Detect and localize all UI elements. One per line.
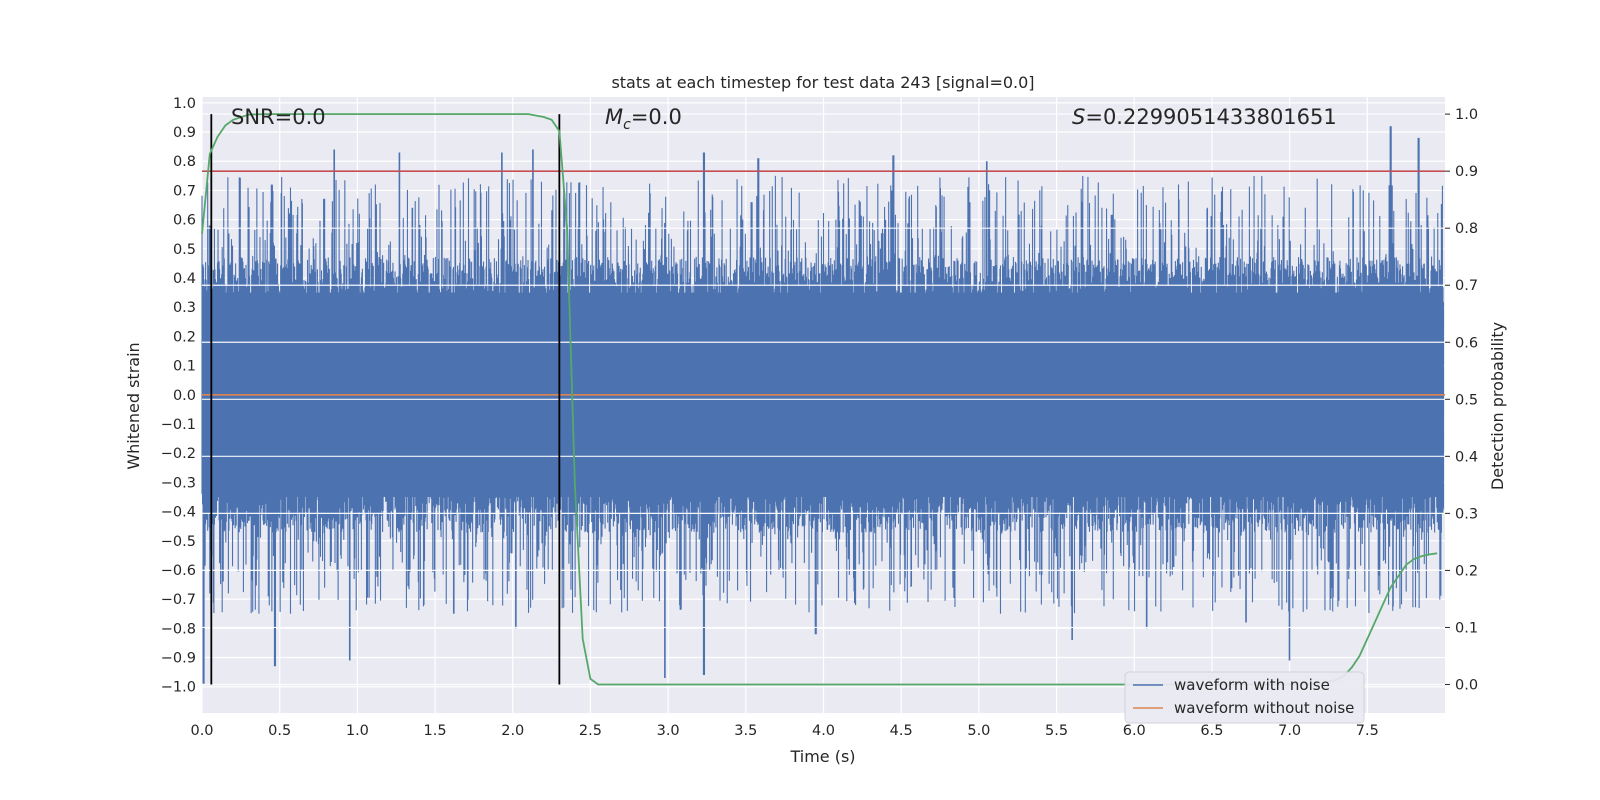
x-tick-label: 5.5 [1045, 723, 1068, 739]
x-tick-label: 6.5 [1200, 723, 1223, 739]
y-left-tick-label: −0.9 [161, 651, 196, 667]
y-left-tick-label: −0.6 [161, 563, 196, 579]
y-right-tick-label: 1.0 [1455, 107, 1478, 123]
y-right-tick-label: 0.4 [1455, 449, 1478, 465]
y-left-tick-label: −0.1 [161, 417, 196, 433]
y-left-tick-label: 0.5 [173, 242, 196, 258]
x-axis-label: Time (s) [789, 747, 855, 766]
x-tick-label: 3.5 [734, 723, 757, 739]
s-symbol: S [1072, 105, 1085, 129]
y-left-tick-label: 0.1 [173, 359, 196, 375]
x-tick-label: 4.0 [812, 723, 835, 739]
x-tick-label: 3.0 [657, 723, 680, 739]
mc-value: =0.0 [631, 105, 682, 129]
y-right-tick-label: 0.1 [1455, 620, 1478, 636]
y-left-tick-label: 0.3 [173, 300, 196, 316]
x-tick-label: 0.5 [268, 723, 291, 739]
y-axis-label: Whitened strain [124, 342, 143, 469]
y-left-tick-label: 0.9 [173, 125, 196, 141]
y-right-tick-label: 0.8 [1455, 221, 1478, 237]
y-left-tick-label: 0.7 [173, 183, 196, 199]
x-tick-label: 2.0 [501, 723, 524, 739]
x-tick-label: 2.5 [579, 723, 602, 739]
y-left-tick-label: −0.7 [161, 592, 196, 608]
y-left-tick-label: −0.3 [161, 475, 196, 491]
legend-label-noise: waveform with noise [1174, 676, 1330, 694]
mc-symbol: M [605, 105, 623, 129]
s-annotation: S=0.2299051433801651 [1072, 105, 1337, 129]
x-tick-label: 6.0 [1123, 723, 1146, 739]
y-right-tick-label: 0.3 [1455, 506, 1478, 522]
x-tick-label: 7.0 [1278, 723, 1301, 739]
y-left-ticks: 1.0 0.9 0.8 0.7 0.6 0.5 0.4 0.3 0.2 0.1 0.0 −0.1 −0.… [161, 96, 196, 696]
y-right-tick-label: 0.2 [1455, 563, 1478, 579]
y-left-tick-label: −0.2 [161, 446, 196, 462]
y-left-tick-label: −0.4 [161, 505, 196, 521]
y-right-tick-label: 0.6 [1455, 335, 1478, 351]
legend-box [1124, 671, 1365, 724]
series-lines [201, 113, 1445, 686]
x-tick-label: 1.0 [346, 723, 369, 739]
legend: waveform with noise waveform without noi… [1124, 671, 1365, 724]
x-tick-label: 0.0 [190, 723, 213, 739]
mc-subscript: c [623, 117, 631, 133]
x-tick-label: 5.0 [967, 723, 990, 739]
detection-probability-line [201, 113, 1438, 686]
y-left-tick-label: 1.0 [173, 96, 196, 112]
y-left-tick-label: 0.8 [173, 154, 196, 170]
y-left-tick-label: 0.4 [173, 271, 196, 287]
y-left-tick-label: −0.8 [161, 621, 196, 637]
y-left-tick-label: 0.6 [173, 213, 196, 229]
s-value: =0.2299051433801651 [1085, 105, 1336, 129]
x-tick-label: 4.5 [890, 723, 913, 739]
y-right-tick-label: 0.5 [1455, 392, 1478, 408]
mc-annotation: Mc=0.0 [605, 105, 682, 133]
y-left-tick-label: −0.5 [161, 534, 196, 550]
y-right-tick-label: 0.9 [1455, 164, 1478, 180]
y-left-tick-label: 0.0 [173, 388, 196, 404]
x-tick-label: 1.5 [424, 723, 447, 739]
y-right-axis-label: Detection probability [1488, 322, 1507, 490]
y-right-tick-label: 0.0 [1455, 677, 1478, 693]
y-right-tick-label: 0.7 [1455, 278, 1478, 294]
x-ticks: 0.0 0.5 1.0 1.5 2.0 2.5 3.0 3.5 4.0 4.5 5.0 5.5 6.0 6… [190, 723, 1378, 739]
snr-annotation: SNR=0.0 [231, 105, 326, 129]
x-tick-label: 7.5 [1356, 723, 1379, 739]
y-left-tick-label: −1.0 [161, 680, 196, 696]
y-left-tick-label: 0.2 [173, 329, 196, 345]
chart-title: stats at each timestep for test data 243… [611, 73, 1034, 92]
legend-label-clean: waveform without noise [1174, 699, 1354, 717]
y-right-ticks: 1.0 0.9 0.8 0.7 0.6 0.5 0.4 0.3 0.2 0.1 0.0 [1445, 107, 1478, 693]
